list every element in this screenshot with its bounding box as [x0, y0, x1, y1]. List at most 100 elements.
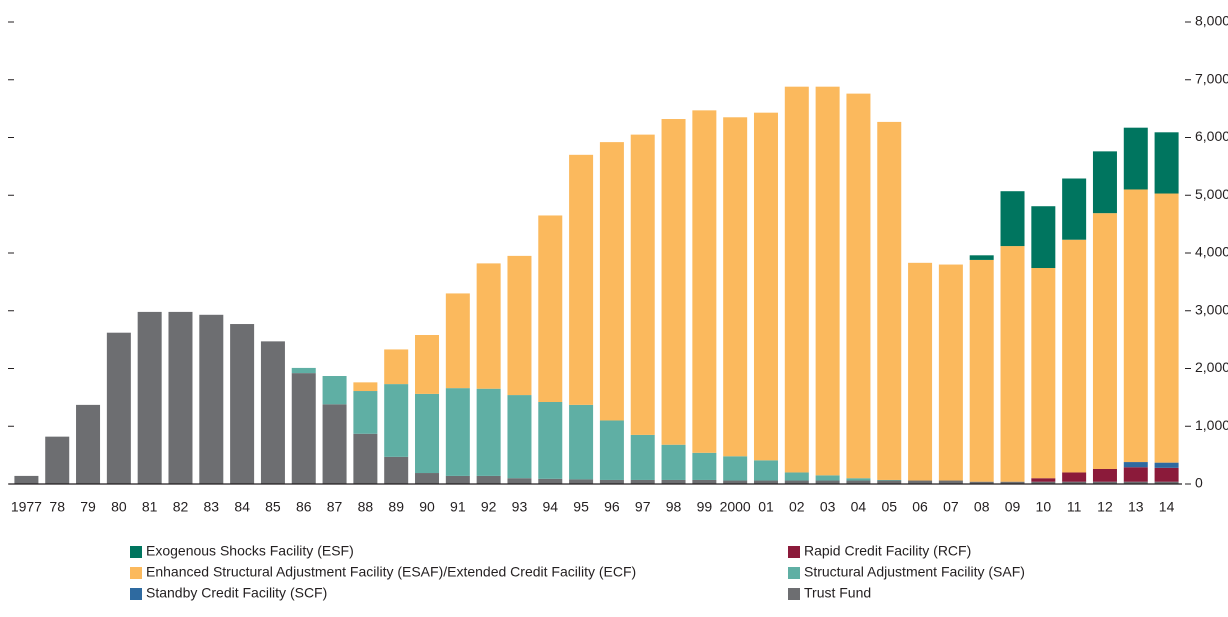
- bar-segment: [353, 433, 378, 484]
- x-tick-label: 08: [974, 499, 990, 515]
- y-tick-label: 1,000: [1195, 417, 1228, 433]
- x-tick-label: 98: [666, 499, 682, 515]
- bar-segment: [938, 480, 963, 484]
- legend-label: Structural Adjustment Facility (SAF): [804, 564, 1025, 580]
- bar-segment: [723, 480, 748, 484]
- bar-segment: [938, 264, 963, 481]
- y-tick-label: 3,000: [1195, 301, 1228, 317]
- bar-segment: [137, 311, 162, 484]
- bar-segment: [630, 434, 655, 480]
- x-tick-label: 90: [419, 499, 435, 515]
- bar-segment: [415, 473, 440, 484]
- x-tick-label: 02: [789, 499, 805, 515]
- bar-segment: [723, 117, 748, 457]
- bar-segment: [168, 311, 193, 484]
- bar-segment: [569, 404, 594, 480]
- bar-segment: [291, 367, 316, 374]
- x-tick-label: 95: [573, 499, 589, 515]
- bar-segment: [1031, 478, 1056, 482]
- bar-segment: [846, 93, 871, 479]
- bar-segment: [384, 456, 409, 484]
- y-tick-label: 7,000: [1195, 70, 1228, 86]
- x-tick-label: 06: [912, 499, 928, 515]
- bar-segment: [815, 86, 840, 476]
- x-tick-label: 82: [173, 499, 189, 515]
- x-tick-label: 91: [450, 499, 466, 515]
- bar-segment: [291, 373, 316, 484]
- bar-segment: [1000, 191, 1025, 247]
- bar-segment: [322, 376, 347, 405]
- x-tick-label: 89: [388, 499, 404, 515]
- bar-segment: [1031, 206, 1056, 269]
- bar-segment: [784, 480, 809, 484]
- x-tick-label: 92: [481, 499, 497, 515]
- y-tick-label: 8,000: [1195, 13, 1228, 29]
- x-tick-label: 81: [142, 499, 158, 515]
- bar-segment: [692, 452, 717, 480]
- bar-segment: [599, 479, 624, 484]
- bar-segment: [384, 384, 409, 457]
- bar-segment: [445, 388, 470, 476]
- legend-swatch: [788, 588, 800, 600]
- x-tick-label: 84: [234, 499, 250, 515]
- bar-segment: [661, 444, 686, 480]
- bar-segment: [630, 134, 655, 435]
- bar-segment: [569, 479, 594, 484]
- x-tick-label: 11: [1067, 499, 1082, 515]
- x-tick-label: 99: [697, 499, 713, 515]
- legend-swatch: [130, 567, 142, 579]
- bar-segment: [630, 479, 655, 484]
- bar-segment: [815, 480, 840, 484]
- bar-segment: [1062, 178, 1087, 240]
- bar-segment: [415, 335, 440, 394]
- bar-segment: [661, 119, 686, 445]
- bar-segment: [661, 479, 686, 484]
- y-tick-label: 6,000: [1195, 128, 1228, 144]
- bar-segment: [1154, 467, 1179, 482]
- bar-segment: [476, 388, 501, 476]
- bar-segment: [538, 478, 563, 484]
- bar-segment: [969, 481, 994, 484]
- bar-segment: [877, 479, 902, 481]
- x-tick-label: 03: [820, 499, 836, 515]
- bar-segment: [1031, 268, 1056, 479]
- bar-segment: [692, 110, 717, 453]
- x-tick-label: 79: [80, 499, 96, 515]
- bar-segment: [1154, 193, 1179, 463]
- bar-segment: [1123, 467, 1148, 482]
- x-tick-label: 05: [881, 499, 897, 515]
- bar-segment: [476, 475, 501, 484]
- bar-segment: [692, 479, 717, 484]
- bar-segment: [384, 349, 409, 385]
- bar-segment: [76, 404, 101, 484]
- y-tick-label: 0: [1195, 475, 1203, 491]
- bar-segment: [1092, 468, 1117, 482]
- x-tick-label: 10: [1036, 499, 1052, 515]
- bar-segment: [260, 341, 285, 484]
- bar-segment: [322, 404, 347, 484]
- legend-label: Exogenous Shocks Facility (ESF): [146, 543, 354, 559]
- bar-segment: [45, 436, 70, 484]
- legend-swatch: [788, 567, 800, 579]
- bar-segment: [815, 475, 840, 481]
- legend-swatch: [788, 546, 800, 558]
- x-tick-label: 09: [1005, 499, 1021, 515]
- bar-segment: [1000, 481, 1025, 484]
- legend-swatch: [130, 588, 142, 600]
- bar-segment: [846, 480, 871, 484]
- bar-segment: [784, 86, 809, 473]
- x-tick-label: 07: [943, 499, 959, 515]
- bar-segment: [969, 259, 994, 482]
- x-tick-label: 14: [1159, 499, 1175, 515]
- bar-segment: [1031, 481, 1056, 484]
- bar-segment: [753, 460, 778, 481]
- x-tick-label: 78: [49, 499, 65, 515]
- x-tick-label: 13: [1128, 499, 1144, 515]
- bar-segment: [507, 395, 532, 479]
- x-tick-label: 94: [542, 499, 558, 515]
- x-tick-label: 83: [204, 499, 220, 515]
- bar-segment: [415, 393, 440, 474]
- bar-segment: [199, 314, 224, 484]
- bar-segment: [846, 478, 871, 481]
- x-tick-label: 1977: [11, 499, 42, 515]
